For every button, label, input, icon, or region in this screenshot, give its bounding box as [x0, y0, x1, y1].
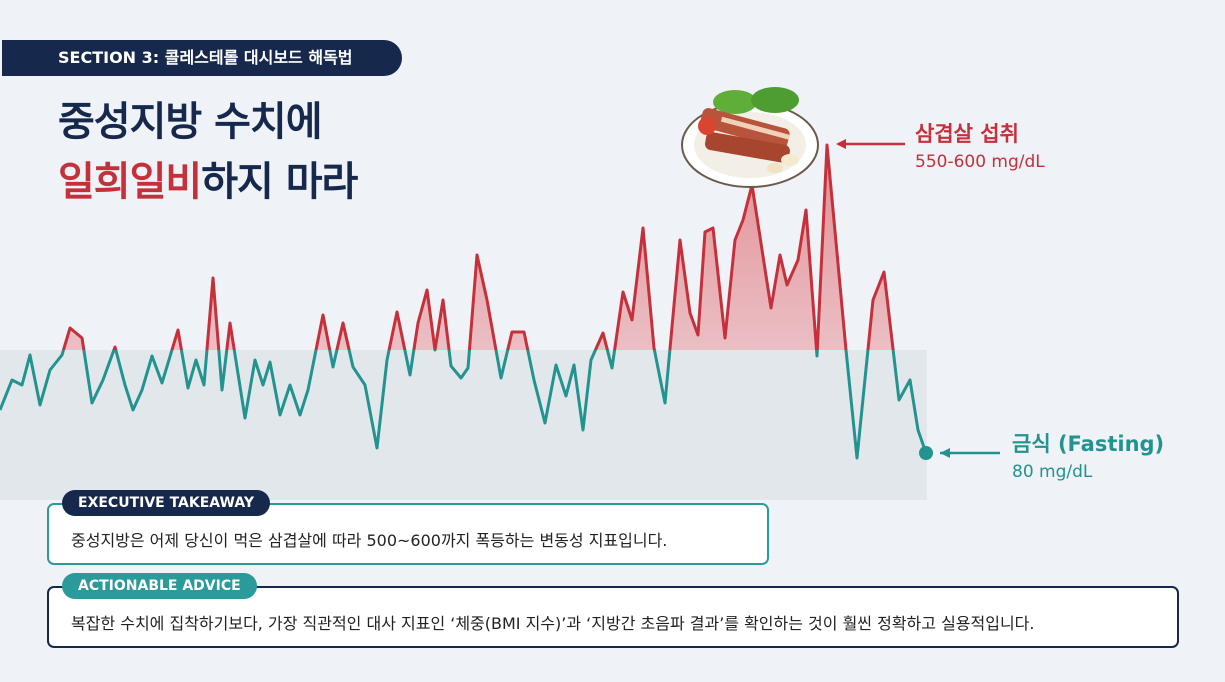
section-badge: SECTION 3: 콜레스테롤 대시보드 해독법 — [2, 40, 402, 76]
title-line: 중성지방 수치에 — [58, 99, 323, 145]
advice-label: ACTIONABLE ADVICE — [62, 573, 257, 599]
title-rest: 하지 마라 — [201, 159, 358, 205]
annotation-label: 삼겹살 섭취 — [915, 122, 1019, 146]
takeaway-label: EXECUTIVE TAKEAWAY — [62, 490, 270, 516]
fasting-annotation: 금식 (Fasting) 80 mg/dL — [1012, 428, 1164, 482]
food-illustration — [681, 87, 819, 188]
title-highlight: 일희일비 — [58, 159, 202, 205]
annotation-value: 550-600 mg/dL — [915, 152, 1045, 172]
arrow-head — [940, 448, 950, 458]
peak-annotation: 삼겹살 섭취 550-600 mg/dL — [915, 118, 1045, 172]
advice-text: 복잡한 수치에 집착하기보다, 가장 직관적인 대사 지표인 ‘체중(BMI 지… — [71, 614, 1035, 633]
peak-area — [0, 145, 926, 350]
title: 중성지방 수치에 일희일비하지 마라 — [58, 92, 358, 212]
title-line: 일희일비하지 마라 — [58, 152, 358, 212]
takeaway-text: 중성지방은 어제 당신이 먹은 삼겹살에 따라 500~600까지 폭등하는 변… — [71, 531, 668, 550]
annotation-label: 금식 (Fasting) — [1012, 432, 1165, 456]
end-dot — [919, 446, 933, 460]
annotation-value: 80 mg/dL — [1012, 462, 1093, 482]
line-low — [0, 350, 928, 460]
arrow-head — [836, 139, 846, 149]
